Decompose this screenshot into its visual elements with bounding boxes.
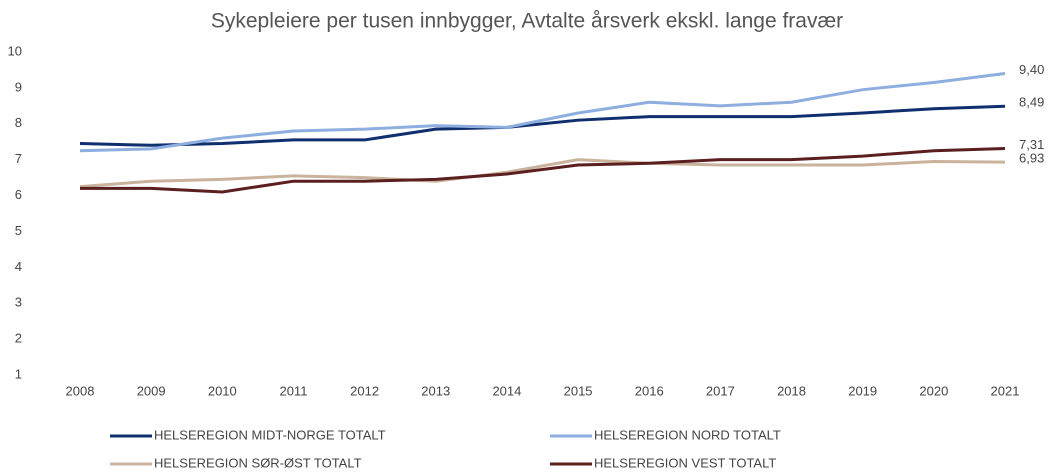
legend-label: HELSEREGION VEST TOTALT — [594, 455, 776, 470]
x-tick-label: 2015 — [564, 383, 593, 398]
x-tick-label: 2010 — [208, 383, 237, 398]
value-label: 6,93 — [1019, 151, 1044, 166]
legend-label: HELSEREGION SØR-ØST TOTALT — [154, 455, 362, 470]
x-tick-label: 2019 — [848, 383, 877, 398]
x-tick-label: 2017 — [706, 383, 735, 398]
y-tick-label: 3 — [15, 295, 22, 310]
series-line — [79, 104, 1006, 147]
series-line — [80, 147, 1006, 194]
x-tick-label: 2018 — [777, 383, 806, 398]
y-tick-label: 4 — [15, 259, 22, 274]
y-tick-label: 8 — [15, 115, 22, 130]
x-tick-label: 2016 — [635, 383, 664, 398]
x-tick-label: 2009 — [137, 383, 166, 398]
y-tick-label: 7 — [15, 151, 22, 166]
legend-label: HELSEREGION NORD TOTALT — [594, 427, 781, 442]
value-label: 9,40 — [1019, 62, 1044, 77]
x-tick-label: 2014 — [492, 383, 521, 398]
y-tick-label: 10 — [8, 43, 22, 58]
x-tick-label: 2020 — [919, 383, 948, 398]
series-line — [79, 72, 1006, 153]
y-tick-label: 9 — [15, 79, 22, 94]
value-label: 8,49 — [1019, 95, 1044, 110]
x-tick-label: 2011 — [279, 383, 307, 398]
x-tick-label: 2013 — [421, 383, 450, 398]
x-tick-label: 2012 — [350, 383, 379, 398]
series-line — [79, 158, 1006, 189]
value-label: 7,31 — [1019, 137, 1044, 152]
x-tick-label: 2008 — [66, 383, 95, 398]
chart-title: Sykepleiere per tusen innbygger, Avtalte… — [211, 10, 843, 33]
x-tick-label: 2021 — [991, 383, 1020, 398]
y-tick-label: 6 — [15, 187, 22, 202]
y-tick-label: 1 — [15, 366, 22, 381]
legend-label: HELSEREGION MIDT-NORGE TOTALT — [154, 427, 386, 442]
y-tick-label: 2 — [15, 331, 22, 346]
y-tick-label: 5 — [15, 223, 22, 238]
